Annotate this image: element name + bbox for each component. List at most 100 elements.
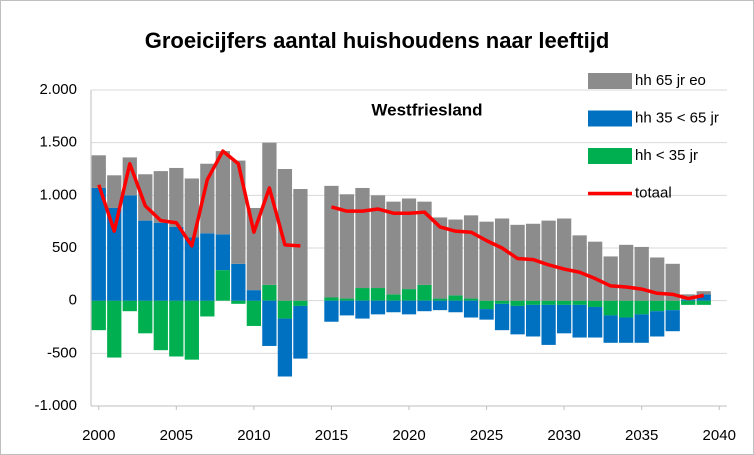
bar	[339, 298, 355, 301]
bar	[494, 303, 510, 331]
bar	[153, 222, 168, 301]
bar	[153, 171, 168, 223]
legend-label: totaal	[635, 184, 672, 201]
x-tick-label: 2000	[82, 427, 115, 444]
bar	[401, 198, 417, 290]
bar	[494, 300, 510, 304]
y-tick-label: 0	[69, 292, 77, 309]
bar	[510, 300, 525, 306]
bar	[138, 174, 153, 221]
bar	[215, 270, 230, 301]
bar	[556, 218, 572, 301]
bar	[665, 263, 680, 301]
bar	[525, 304, 541, 337]
x-tick-label: 2025	[470, 427, 503, 444]
bar	[588, 241, 603, 301]
bar	[448, 219, 463, 296]
bar	[339, 194, 355, 299]
bar	[634, 314, 649, 343]
bar	[215, 234, 230, 271]
bar	[417, 300, 432, 312]
bar	[200, 163, 215, 234]
bar	[324, 300, 339, 322]
y-tick-label: 1.000	[39, 186, 77, 203]
bar	[588, 300, 603, 307]
bar	[107, 207, 122, 301]
legend-swatch	[588, 110, 632, 127]
x-tick-label: 2015	[315, 427, 348, 444]
bar	[650, 300, 665, 312]
bar	[200, 233, 215, 301]
bar	[122, 300, 137, 312]
bar	[463, 300, 479, 318]
bar	[401, 300, 417, 315]
legend-swatch	[588, 148, 632, 164]
x-tick-label: 2020	[392, 427, 425, 444]
bar	[556, 300, 572, 305]
y-tick-label: 2.000	[39, 81, 77, 98]
bar	[417, 284, 432, 301]
x-tick-label: 2010	[237, 427, 270, 444]
bar	[634, 246, 649, 301]
bar	[572, 304, 587, 338]
bar	[665, 310, 680, 332]
bar	[107, 175, 122, 208]
bar	[370, 195, 386, 289]
legend-swatch	[588, 73, 632, 89]
legend-label: hh < 35 jr	[635, 147, 698, 164]
bar	[277, 300, 293, 319]
bar	[401, 289, 417, 301]
x-tick-label: 2005	[160, 427, 193, 444]
bar	[355, 187, 370, 289]
bar	[448, 300, 463, 313]
bar	[169, 300, 184, 357]
bar	[246, 300, 262, 326]
bar	[138, 220, 153, 301]
bar	[262, 142, 277, 285]
bar	[525, 300, 541, 305]
bar	[696, 291, 711, 295]
bar	[432, 217, 448, 299]
bar	[293, 305, 308, 359]
chart-title: Groeicijfers aantal huishoudens naar lee…	[145, 28, 610, 53]
bar	[448, 295, 463, 301]
bar	[184, 237, 199, 301]
bar	[231, 160, 246, 264]
bar	[324, 185, 339, 298]
bar	[386, 294, 401, 301]
bar	[650, 311, 665, 337]
bar	[572, 300, 587, 305]
bar	[696, 300, 711, 305]
bar	[696, 294, 711, 301]
bar	[122, 195, 137, 301]
line	[97, 149, 705, 301]
bar	[231, 263, 246, 301]
bar	[339, 300, 355, 316]
bar	[572, 235, 587, 301]
bar	[370, 288, 386, 301]
bar	[184, 178, 199, 238]
bar	[588, 306, 603, 338]
bar	[432, 298, 448, 301]
bar	[215, 151, 230, 235]
bar	[138, 300, 153, 334]
bar	[603, 300, 618, 316]
legend-label: hh 65 jr eo	[635, 72, 706, 89]
bar	[355, 288, 370, 301]
legend-label: hh 35 < 65 jr	[635, 109, 719, 126]
bar	[246, 207, 262, 291]
bar	[262, 300, 277, 346]
bar	[681, 300, 696, 305]
bar	[479, 221, 494, 301]
x-tick-label: 2035	[625, 427, 658, 444]
bar	[200, 300, 215, 317]
bar	[541, 300, 556, 305]
bar	[665, 300, 680, 311]
bar	[556, 304, 572, 334]
bar	[169, 226, 184, 301]
y-tick-label: 500	[52, 239, 77, 256]
bar	[494, 218, 510, 301]
bar	[324, 297, 339, 301]
